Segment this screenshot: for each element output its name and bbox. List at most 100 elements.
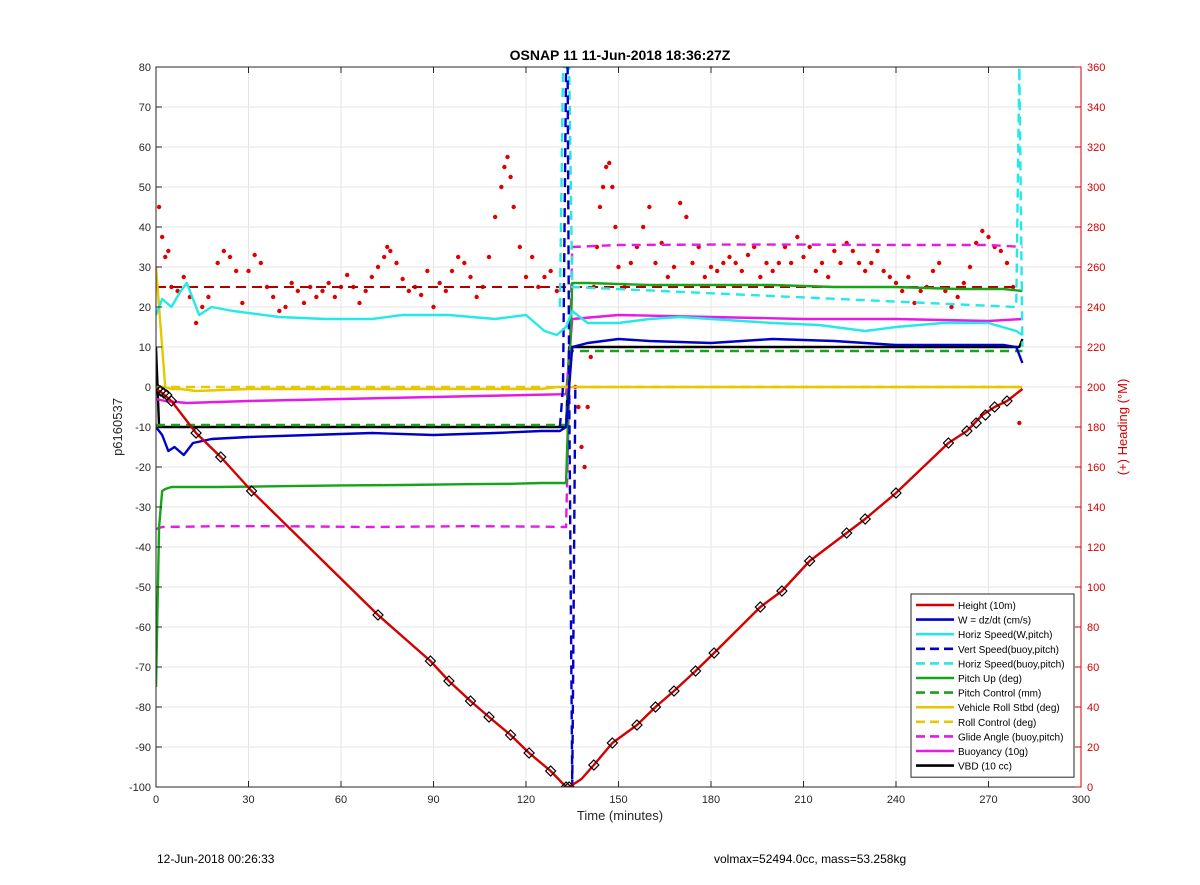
heading-point [169, 284, 174, 290]
y-tick-label: 80 [139, 62, 151, 74]
heading-point [582, 464, 587, 470]
x-tick-label: 0 [153, 794, 159, 806]
heading-point [215, 260, 220, 266]
heading-point [252, 252, 257, 258]
heading-point [508, 174, 513, 180]
heading-point [258, 260, 264, 266]
legend-entry: Vehicle Roll Stbd (deg) [958, 703, 1060, 714]
heading-point [388, 248, 393, 254]
heading-point [825, 274, 831, 280]
heading-point [289, 280, 294, 286]
heading-point [936, 260, 942, 266]
heading-point [906, 274, 911, 280]
heading-point [628, 260, 634, 266]
heading-point [529, 254, 535, 260]
heading-point [200, 304, 205, 310]
heading-point [394, 260, 399, 266]
waypoint-marker [483, 711, 495, 723]
y2-tick-label: 340 [1087, 102, 1105, 114]
y2-tick-label: 160 [1087, 462, 1105, 474]
waypoint-marker [890, 487, 902, 499]
heading-point [554, 288, 560, 294]
heading-point [893, 280, 899, 286]
x-tick-label: 120 [517, 794, 535, 806]
y2-tick-label: 60 [1087, 662, 1099, 674]
y-tick-label: -20 [135, 462, 151, 474]
y2-tick-label: 260 [1087, 262, 1105, 274]
y-tick-label: -50 [135, 582, 151, 594]
waypoint-marker [214, 451, 227, 463]
heading-point [418, 292, 424, 298]
legend-entry: Pitch Control (mm) [958, 689, 1041, 700]
y-tick-label: -30 [135, 502, 151, 514]
heading-point [542, 274, 547, 280]
heading-point [832, 248, 837, 254]
heading-point [770, 268, 775, 274]
horiz-speed-buoy-pitch-line [558, 67, 1024, 348]
heading-point [283, 304, 288, 310]
heading-point [819, 260, 825, 266]
x-tick-label: 270 [979, 794, 997, 806]
heading-point [665, 274, 671, 280]
heading-point [455, 254, 461, 260]
heading-point [576, 404, 581, 410]
heading-point [536, 284, 541, 290]
heading-point [332, 294, 338, 300]
heading-point [813, 268, 819, 274]
y-tick-label: 10 [139, 342, 151, 354]
heading-point [702, 274, 708, 280]
y-tick-label: -100 [129, 782, 151, 794]
w-dz-dt-cm-s-line [156, 337, 1024, 457]
legend-entry: Pitch Up (deg) [958, 674, 1022, 685]
heading-point [1017, 420, 1022, 426]
y2-tick-label: 240 [1087, 302, 1105, 314]
heading-point [918, 288, 923, 294]
heading-point [640, 224, 646, 230]
heading-point [193, 320, 199, 326]
heading-point [159, 234, 165, 240]
waypoint-marker [776, 585, 788, 597]
waypoint-marker [587, 759, 600, 771]
y-axis-left: 80 70 60 50 40 30 20 10 0 -10 -20 -30 -40 -50 -60 -70 -8… [129, 62, 162, 794]
heading-point [943, 288, 948, 294]
heading-point [579, 444, 584, 450]
y2-tick-label: 320 [1087, 142, 1105, 154]
legend-entry: Glide Angle (buoy,pitch) [958, 732, 1063, 743]
heading-point [721, 260, 726, 266]
heading-point [425, 268, 430, 274]
y2-tick-label: 20 [1087, 742, 1099, 754]
waypoint-marker [631, 719, 643, 731]
x-tick-label: 210 [794, 794, 812, 806]
heading-point [320, 288, 325, 294]
heading-point [295, 288, 301, 294]
x-tick-label: 90 [427, 794, 439, 806]
waypoint-marker [443, 675, 455, 687]
y2-tick-label: 100 [1087, 582, 1105, 594]
heading-point [375, 264, 381, 270]
x-tick-label: 150 [609, 794, 627, 806]
heading-point [492, 214, 498, 220]
heading-point [967, 264, 973, 270]
legend-entry: Roll Control (deg) [958, 718, 1036, 729]
heading-point [850, 248, 856, 254]
heading-point [474, 294, 479, 300]
y2-tick-label: 80 [1087, 622, 1099, 634]
heading-point [856, 260, 862, 266]
heading-point [616, 264, 621, 270]
heading-point [708, 264, 714, 270]
legend-entry: Buoyancy (10g) [958, 747, 1028, 758]
pitch-up-deg-line [156, 281, 1023, 688]
y2-tick-label: 200 [1087, 382, 1105, 394]
horiz-speed-w-pitch-line [156, 281, 1024, 337]
heading-point [357, 300, 362, 306]
heading-point [875, 248, 880, 254]
y2-tick-label: 220 [1087, 342, 1105, 354]
heading-point [240, 300, 245, 306]
heading-point [206, 294, 211, 300]
y2-tick-label: 140 [1087, 502, 1105, 514]
heading-point [961, 280, 967, 286]
heading-point [653, 260, 658, 266]
heading-point [431, 304, 436, 310]
waypoint-marker [689, 665, 702, 677]
